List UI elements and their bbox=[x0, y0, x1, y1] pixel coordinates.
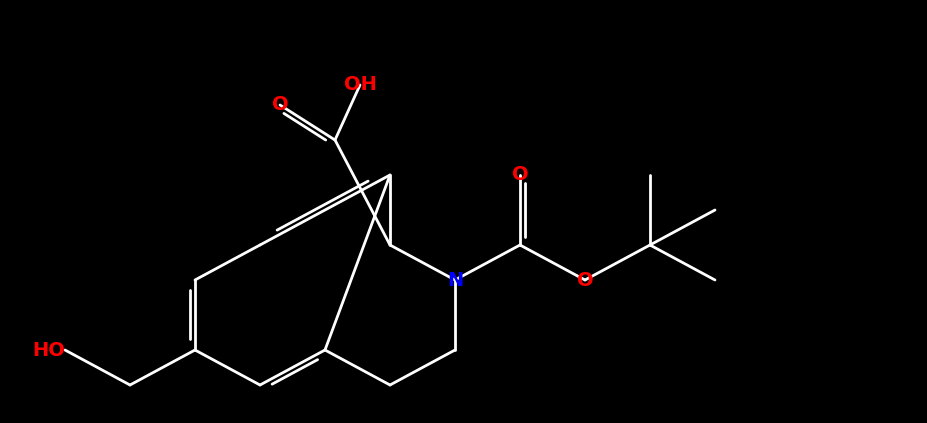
Text: N: N bbox=[447, 270, 463, 289]
Text: O: O bbox=[576, 270, 592, 289]
Text: O: O bbox=[272, 96, 288, 115]
Text: HO: HO bbox=[32, 341, 65, 360]
Text: OH: OH bbox=[343, 75, 376, 94]
Text: O: O bbox=[511, 165, 527, 184]
